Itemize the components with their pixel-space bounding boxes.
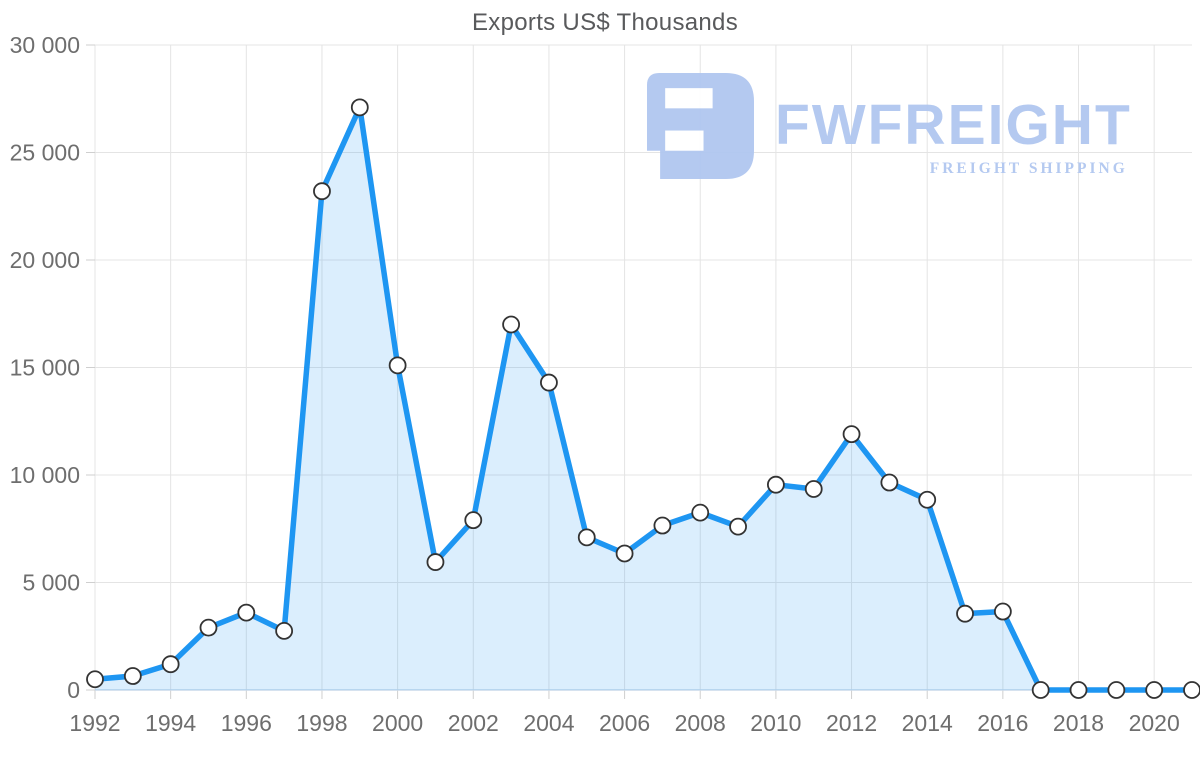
data-point-2003[interactable] — [502, 315, 521, 334]
fwfreight-logo-icon — [647, 73, 754, 179]
x-axis-label-2000: 2000 — [372, 710, 423, 736]
y-axis-label-5000: 5 000 — [22, 570, 80, 596]
data-point-2004[interactable] — [540, 373, 558, 392]
watermark-brand-text: FWFREIGHT — [775, 93, 1132, 157]
data-point-2009[interactable] — [729, 517, 747, 536]
watermark-tagline-text: FREIGHT SHIPPING — [929, 160, 1128, 177]
data-point-1992[interactable] — [86, 670, 104, 689]
x-axis-label-2016: 2016 — [977, 710, 1028, 736]
data-point-1997[interactable] — [275, 621, 294, 640]
data-point-2014[interactable] — [918, 490, 937, 509]
y-axis-label-0: 0 — [67, 677, 80, 703]
data-point-2012[interactable] — [842, 425, 861, 444]
data-point-2019[interactable] — [1107, 681, 1126, 699]
y-axis-label-20000: 20 000 — [10, 247, 80, 273]
data-point-1999[interactable] — [350, 98, 369, 117]
y-axis-label-25000: 25 000 — [10, 140, 80, 166]
x-axis-label-2014: 2014 — [902, 710, 953, 736]
x-axis-label-1998: 1998 — [296, 710, 347, 736]
x-axis-label-1992: 1992 — [69, 710, 120, 736]
x-axis-label-2012: 2012 — [826, 710, 877, 736]
data-point-1996[interactable] — [237, 603, 256, 622]
x-axis-label-2008: 2008 — [675, 710, 726, 736]
data-point-2016[interactable] — [993, 602, 1012, 621]
data-point-2013[interactable] — [880, 473, 899, 492]
y-axis-label-10000: 10 000 — [10, 462, 80, 488]
data-point-2001[interactable] — [426, 553, 445, 571]
area-fill — [95, 107, 1192, 691]
data-point-2020[interactable] — [1145, 681, 1164, 699]
data-point-2000[interactable] — [388, 356, 407, 375]
data-point-1993[interactable] — [123, 667, 142, 685]
data-point-2005[interactable] — [577, 528, 596, 547]
watermark: FWFREIGHT FREIGHT SHIPPING — [647, 73, 1132, 179]
x-axis-label-2020: 2020 — [1129, 710, 1180, 736]
x-axis-label-2018: 2018 — [1053, 710, 1104, 736]
data-point-2002[interactable] — [464, 511, 483, 530]
data-point-2010[interactable] — [766, 475, 785, 494]
data-point-2008[interactable] — [691, 503, 710, 522]
x-axis-label-2010: 2010 — [750, 710, 801, 736]
data-point-2018[interactable] — [1069, 681, 1088, 699]
data-point-2007[interactable] — [653, 516, 672, 535]
data-point-1994[interactable] — [161, 655, 180, 674]
data-point-2006[interactable] — [615, 544, 634, 563]
x-axis-label-1996: 1996 — [221, 710, 272, 736]
data-point-2015[interactable] — [956, 604, 974, 623]
y-axis-label-15000: 15 000 — [10, 355, 80, 381]
watermark-text-block: FWFREIGHT FREIGHT SHIPPING — [775, 97, 1132, 178]
x-axis-label-2006: 2006 — [599, 710, 650, 736]
chart-title: Exports US$ Thousands — [472, 9, 738, 36]
data-point-2021[interactable] — [1183, 681, 1200, 699]
data-point-1995[interactable] — [199, 618, 218, 637]
x-axis-label-2004: 2004 — [523, 710, 574, 736]
data-point-2011[interactable] — [804, 480, 823, 498]
x-axis-label-2002: 2002 — [448, 710, 499, 736]
data-point-1998[interactable] — [313, 182, 331, 201]
x-axis-label-1994: 1994 — [145, 710, 196, 736]
y-axis-label-30000: 30 000 — [10, 32, 80, 58]
data-point-2017[interactable] — [1031, 681, 1050, 699]
